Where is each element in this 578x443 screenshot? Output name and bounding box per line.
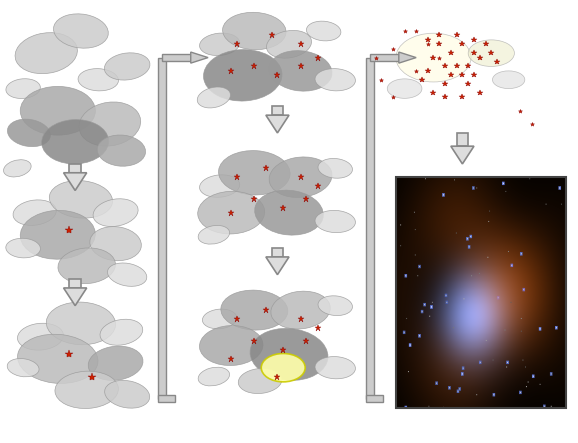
Ellipse shape	[93, 199, 138, 226]
Ellipse shape	[7, 358, 39, 377]
Ellipse shape	[318, 296, 353, 315]
Ellipse shape	[88, 346, 143, 381]
Polygon shape	[451, 146, 474, 164]
Polygon shape	[191, 52, 208, 63]
Ellipse shape	[387, 79, 422, 98]
Ellipse shape	[100, 319, 143, 345]
Ellipse shape	[238, 369, 282, 393]
Ellipse shape	[315, 210, 355, 233]
Ellipse shape	[108, 263, 147, 286]
Bar	[162, 54, 191, 61]
Ellipse shape	[105, 53, 150, 80]
Ellipse shape	[269, 51, 332, 91]
Polygon shape	[266, 115, 289, 133]
Ellipse shape	[6, 79, 40, 98]
Ellipse shape	[266, 31, 312, 58]
Ellipse shape	[42, 120, 109, 164]
Ellipse shape	[58, 248, 116, 284]
Bar	[272, 248, 283, 257]
Bar	[272, 106, 283, 115]
Ellipse shape	[199, 326, 263, 365]
Polygon shape	[266, 257, 289, 275]
Ellipse shape	[6, 238, 40, 258]
Ellipse shape	[15, 33, 77, 74]
Ellipse shape	[271, 291, 330, 329]
Ellipse shape	[54, 14, 108, 48]
Ellipse shape	[318, 159, 353, 178]
Ellipse shape	[20, 86, 95, 135]
Ellipse shape	[97, 135, 146, 166]
Ellipse shape	[492, 71, 525, 89]
Bar	[69, 279, 81, 288]
Ellipse shape	[105, 381, 150, 408]
Ellipse shape	[78, 69, 118, 91]
Ellipse shape	[218, 151, 290, 195]
Bar	[396, 177, 566, 408]
Ellipse shape	[255, 190, 323, 235]
Ellipse shape	[306, 21, 341, 41]
Bar	[69, 164, 81, 173]
Ellipse shape	[8, 119, 50, 147]
Ellipse shape	[20, 210, 95, 259]
Bar	[365, 58, 375, 399]
Ellipse shape	[223, 12, 286, 50]
Ellipse shape	[13, 200, 56, 225]
Ellipse shape	[46, 302, 116, 345]
Polygon shape	[399, 52, 416, 63]
Ellipse shape	[198, 191, 265, 234]
Ellipse shape	[17, 323, 64, 350]
Ellipse shape	[17, 334, 98, 384]
Ellipse shape	[269, 157, 332, 198]
Bar	[157, 395, 175, 402]
Ellipse shape	[203, 50, 282, 101]
Ellipse shape	[221, 290, 288, 330]
Ellipse shape	[261, 354, 305, 382]
Ellipse shape	[315, 69, 355, 91]
Ellipse shape	[468, 40, 514, 66]
Ellipse shape	[198, 367, 229, 386]
Ellipse shape	[197, 87, 231, 108]
Ellipse shape	[199, 33, 240, 55]
Ellipse shape	[396, 33, 471, 82]
Bar	[365, 395, 383, 402]
Ellipse shape	[250, 328, 328, 381]
Ellipse shape	[202, 309, 237, 329]
Ellipse shape	[79, 102, 140, 146]
Ellipse shape	[55, 371, 118, 408]
Bar	[457, 133, 468, 146]
Ellipse shape	[3, 160, 31, 177]
Polygon shape	[64, 288, 87, 306]
Ellipse shape	[198, 225, 229, 244]
Bar	[370, 54, 399, 61]
Ellipse shape	[90, 226, 142, 261]
Bar	[157, 58, 166, 399]
Ellipse shape	[315, 357, 355, 379]
Ellipse shape	[199, 175, 240, 197]
Polygon shape	[64, 173, 87, 190]
Ellipse shape	[49, 181, 113, 218]
